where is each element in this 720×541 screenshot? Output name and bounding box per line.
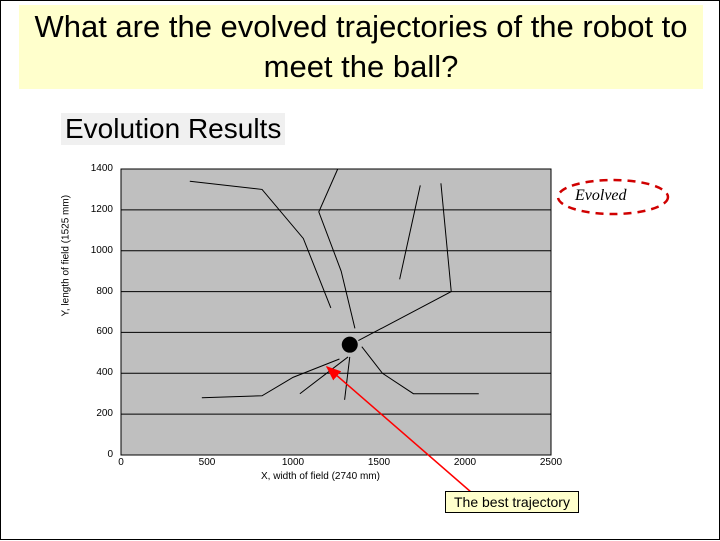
x-tick-label: 1500 <box>359 457 399 468</box>
y-tick-label: 1000 <box>83 245 113 256</box>
ball-dot <box>342 337 358 353</box>
caption-box: The best trajectory <box>445 491 579 513</box>
caption-text: The best trajectory <box>454 494 570 510</box>
slide-title: What are the evolved trajectories of the… <box>19 5 703 89</box>
x-tick-label: 2500 <box>531 457 571 468</box>
y-tick-label: 400 <box>83 367 113 378</box>
x-tick-label: 0 <box>101 457 141 468</box>
x-tick-label: 1000 <box>273 457 313 468</box>
trajectory-chart <box>121 169 551 455</box>
subtitle-text: Evolution Results <box>65 113 281 144</box>
y-tick-label: 600 <box>83 326 113 337</box>
y-axis-label: Y, length of field (1525 mm) <box>61 195 72 317</box>
y-tick-label: 800 <box>83 286 113 297</box>
trajectory-chart-svg <box>121 169 551 455</box>
evolved-annotation-label: Evolved <box>575 187 627 205</box>
x-axis-label: X, width of field (2740 mm) <box>261 471 380 482</box>
y-tick-label: 1200 <box>83 204 113 215</box>
x-tick-label: 2000 <box>445 457 485 468</box>
slide-title-text: What are the evolved trajectories of the… <box>34 9 687 84</box>
x-tick-label: 500 <box>187 457 227 468</box>
y-tick-label: 1400 <box>83 163 113 174</box>
subtitle: Evolution Results <box>61 113 285 145</box>
y-tick-label: 200 <box>83 408 113 419</box>
